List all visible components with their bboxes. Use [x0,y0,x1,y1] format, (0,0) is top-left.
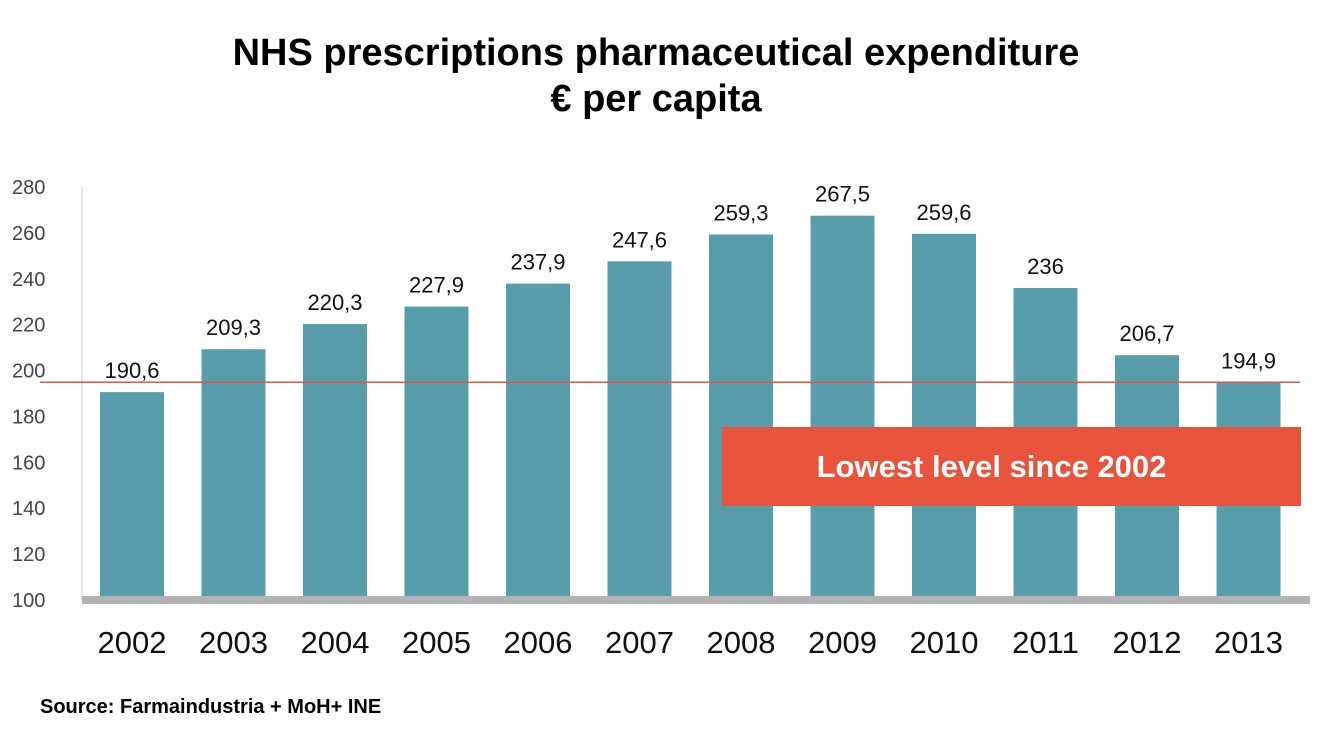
x-tick-label: 2010 [910,625,979,660]
y-tick-label: 180 [12,406,45,428]
x-tick-label: 2004 [301,625,370,660]
data-label: 190,6 [104,358,159,383]
x-tick-label: 2013 [1214,625,1283,660]
x-tick-label: 2003 [199,625,268,660]
data-label: 236 [1027,254,1064,279]
data-label: 209,3 [206,315,261,340]
chart-title-line2: € per capita [550,78,762,120]
y-tick-label: 240 [12,269,45,291]
bar [506,283,570,600]
x-tick-label: 2009 [808,625,877,660]
data-label: 247,6 [612,227,667,252]
data-label: 267,5 [815,182,870,207]
x-tick-label: 2007 [605,625,674,660]
x-tick-label: 2011 [1012,625,1079,660]
x-tick-label: 2002 [98,625,167,660]
bar [810,215,875,601]
bar [404,306,469,600]
bar [912,233,976,600]
y-tick-label: 160 [12,452,45,474]
x-axis-band [82,596,1310,604]
x-tick-label: 2008 [707,625,776,660]
data-label: 227,9 [409,273,464,298]
y-tick-label: 260 [12,223,45,245]
callout-text: Lowest level since 2002 [816,448,1167,484]
x-tick-label: 2005 [402,625,471,660]
callout-box: Lowest level since 2002 [722,427,1301,506]
y-tick-label: 200 [12,361,45,383]
y-tick-label: 120 [12,544,45,566]
source-note: Source: Farmaindustria + MoH+ INE [40,696,382,718]
x-tick-label: 2012 [1113,625,1182,660]
bar [709,234,773,600]
y-tick-label: 100 [12,590,45,612]
y-tick-label: 140 [12,498,45,520]
x-tick-label: 2006 [504,625,573,660]
bar [303,323,367,600]
bar [100,392,164,600]
y-tick-label: 220 [12,315,45,337]
data-label: 194,9 [1221,348,1276,373]
chart-title: NHS prescriptions pharmaceutical expendi… [0,30,1312,122]
y-tick-label: 280 [12,177,45,199]
data-label: 237,9 [510,250,565,275]
chart-title-line1: NHS prescriptions pharmaceutical expendi… [232,32,1080,74]
data-label: 259,3 [713,200,768,225]
data-label: 259,6 [916,200,971,225]
bar [201,349,266,600]
data-label: 220,3 [307,290,362,315]
bar [607,261,672,600]
bar-chart: 100 120 140 160 180 200 220 240 260 280 190,6 2002 2… [12,177,1310,660]
data-label: 206,7 [1119,321,1174,346]
